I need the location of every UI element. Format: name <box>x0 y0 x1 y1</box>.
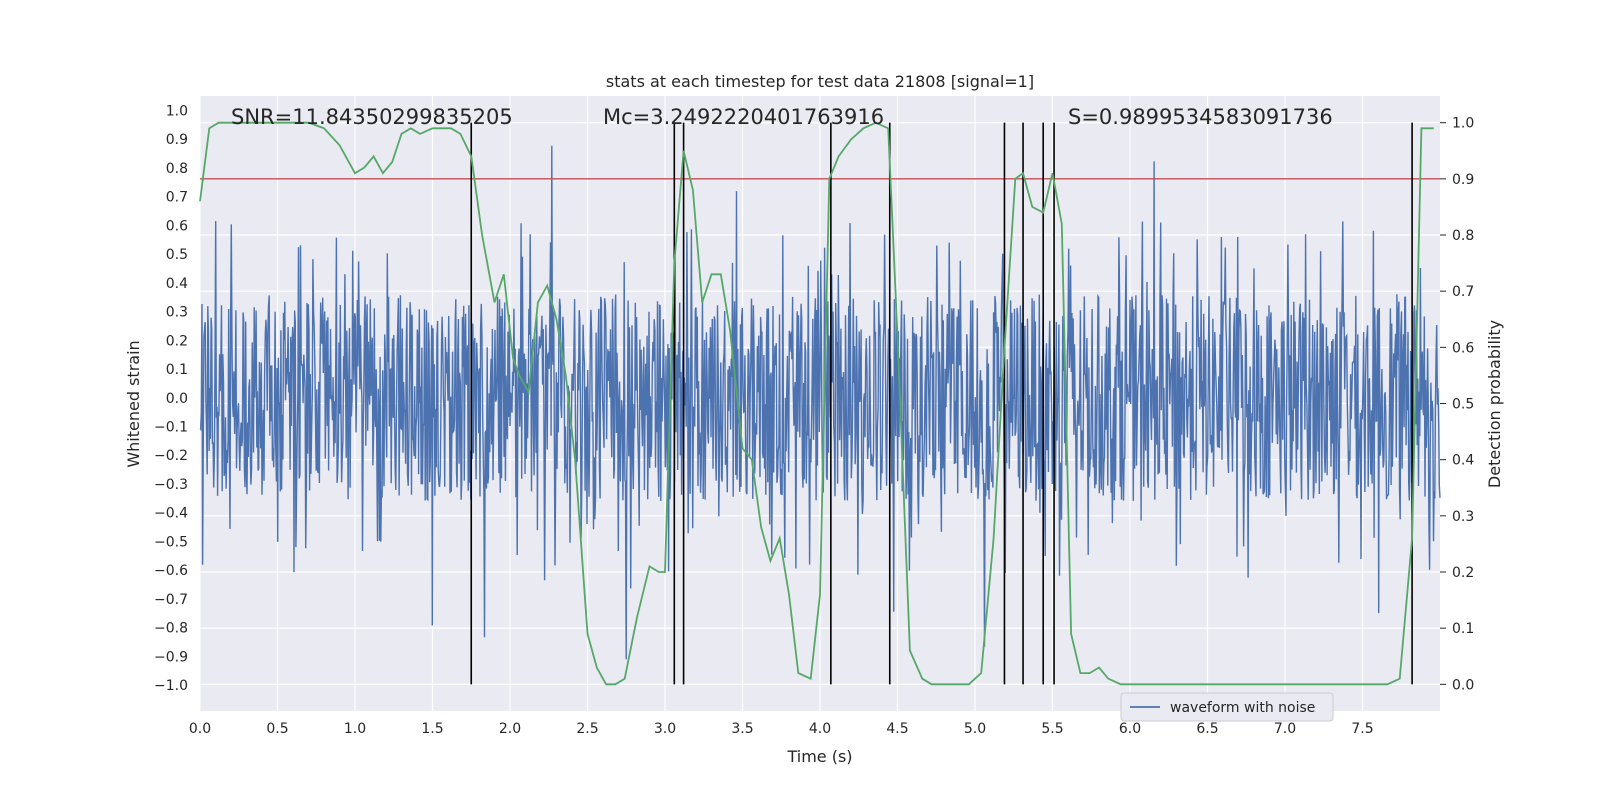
x-tick-label: 4.5 <box>886 721 908 737</box>
y-right-tick-label: 0.9 <box>1452 172 1474 188</box>
x-tick-label: 0.5 <box>266 721 288 737</box>
y-right-tick-label: 0.1 <box>1452 621 1474 637</box>
y-left-tick-label: −0.4 <box>154 506 188 522</box>
event-lines <box>470 122 1413 685</box>
y-left-tick-label: 0.1 <box>166 362 188 378</box>
x-tick-label: 2.0 <box>499 721 521 737</box>
s-annotation: S=0.9899534583091736 <box>1068 105 1333 129</box>
y-left-tick-label: 0.7 <box>166 190 188 206</box>
y-left-tick-label: −0.9 <box>154 649 188 665</box>
x-tick-label: 6.0 <box>1119 721 1141 737</box>
y-right-tick-label: 1.0 <box>1452 116 1474 132</box>
probability-line <box>199 121 1434 686</box>
y-left-tick-label: 0.6 <box>166 218 188 234</box>
x-tick-label: 3.5 <box>731 721 753 737</box>
y-left-tick-label: 0.9 <box>166 132 188 148</box>
y-right-tick-label: 0.8 <box>1452 228 1474 244</box>
x-tick-label: 6.5 <box>1196 721 1218 737</box>
x-tick-label: 0.0 <box>189 721 211 737</box>
x-tick-label: 3.0 <box>654 721 676 737</box>
y-left-tick-label: −0.1 <box>154 419 188 435</box>
x-tick-label: 1.0 <box>344 721 366 737</box>
legend-label: waveform with noise <box>1170 700 1315 716</box>
y-left-tick-label: −1.0 <box>154 678 188 694</box>
snr-annotation: SNR=11.84350299835205 <box>231 105 513 129</box>
y-right-tick-label: 0.2 <box>1452 565 1474 581</box>
x-axis-label: Time (s) <box>786 747 852 766</box>
chart-title: stats at each timestep for test data 218… <box>606 72 1034 91</box>
waveform-line <box>199 145 1441 660</box>
y-right-tick-label: 0.5 <box>1452 397 1474 413</box>
y-right-axis-ticks: 1.0 0.9 0.8 0.7 0.6 0.5 0.4 0.3 0.2 0.1 0.0 <box>1440 116 1474 693</box>
x-tick-label: 7.5 <box>1351 721 1373 737</box>
x-tick-label: 4.0 <box>809 721 831 737</box>
y-right-tick-label: 0.6 <box>1452 340 1474 356</box>
y-right-tick-label: 0.7 <box>1452 284 1474 300</box>
y-left-tick-label: 0.0 <box>166 391 188 407</box>
y-right-tick-label: 0.0 <box>1452 677 1474 693</box>
y-left-tick-label: 1.0 <box>166 103 188 119</box>
y-left-tick-label: −0.8 <box>154 621 188 637</box>
y-right-tick-label: 0.4 <box>1452 453 1474 469</box>
x-tick-label: 2.5 <box>576 721 598 737</box>
x-axis-ticks: 0.0 0.5 1.0 1.5 2.0 2.5 3.0 3.5 4.0 4.5 5.0 5.5 6.0 6… <box>189 721 1374 737</box>
y-left-tick-label: −0.5 <box>154 534 188 550</box>
chirp-mass-annotation: Mc=3.2492220401763916 <box>603 105 884 129</box>
legend-box <box>1120 692 1334 722</box>
y-left-tick-label: 0.4 <box>166 276 188 292</box>
y-left-tick-label: −0.7 <box>154 592 188 608</box>
y-left-tick-label: −0.3 <box>154 477 188 493</box>
y-left-tick-label: −0.6 <box>154 563 188 579</box>
annotations: SNR=11.84350299835205 Mc=3.2492220401763… <box>231 105 1333 129</box>
x-tick-label: 7.0 <box>1274 721 1296 737</box>
legend: waveform with noise <box>1120 692 1334 722</box>
x-tick-label: 5.0 <box>964 721 986 737</box>
detection-probability-series <box>199 121 1434 686</box>
y-left-tick-label: 0.2 <box>166 333 188 349</box>
y-left-tick-label: −0.2 <box>154 448 188 464</box>
x-tick-label: 1.5 <box>421 721 443 737</box>
waveform-with-noise-series <box>199 145 1441 660</box>
y-left-tick-label: 0.3 <box>166 305 188 321</box>
y-left-tick-label: 0.5 <box>166 247 188 263</box>
y-right-tick-label: 0.3 <box>1452 509 1474 525</box>
y-left-axis-label: Whitened strain <box>124 340 143 467</box>
x-tick-label: 5.5 <box>1041 721 1063 737</box>
y-left-tick-label: 0.8 <box>166 161 188 177</box>
y-right-axis-label: Detection probability <box>1485 320 1504 488</box>
y-left-axis-ticks: 1.0 0.9 0.8 0.7 0.6 0.5 0.4 0.3 0.2 0.1 0.0 −0.1 −0.… <box>154 103 188 694</box>
